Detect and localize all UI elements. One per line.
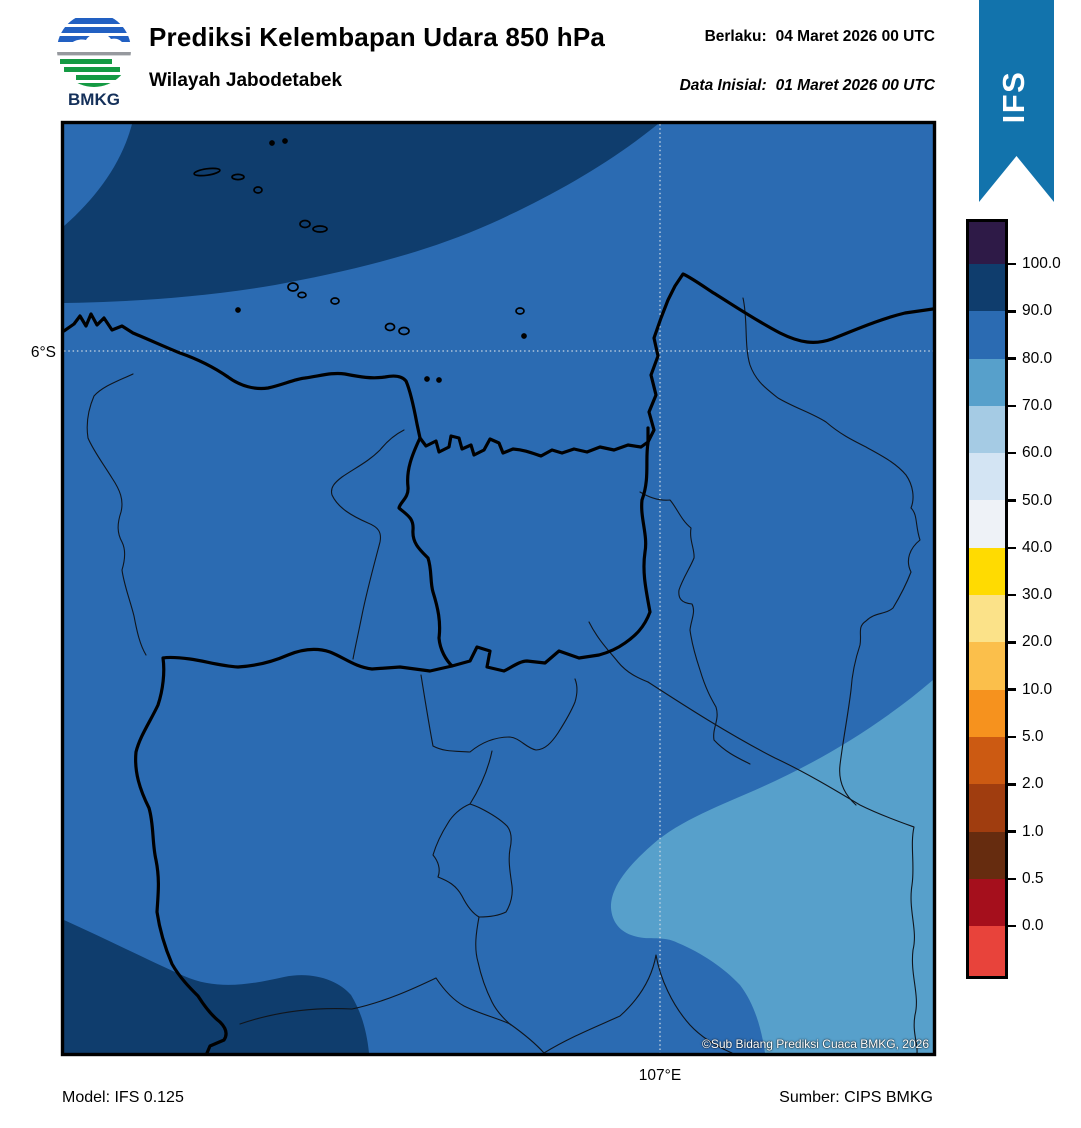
colorbar-tick-label: 1.0 [1022,822,1044,840]
colorbar-tick-label: 70.0 [1022,396,1053,414]
islands [193,138,527,383]
colorbar-tick [1006,357,1016,360]
boundary-banten-jabar [134,647,454,1053]
ribbon-shape [979,0,1054,202]
model-ribbon: IFS [979,0,1054,202]
colorbar-segment [969,358,1005,406]
humidity-fill-southeast-low [610,680,933,1053]
colorbar-segment [969,453,1005,501]
colorbar-tick-label: 2.0 [1022,775,1044,793]
lat-axis-label: 6°S [31,344,56,361]
colorbar-segment [969,405,1005,454]
colorbar-tick-label: 40.0 [1022,538,1053,556]
colorbar-segment [969,736,1005,785]
colorbar-scale: 100.0 90.0 80.0 70.0 60.0 50.0 40.0 30.0 20.0 10.… [966,219,1061,979]
colorbar-tick [1006,262,1016,266]
colorbar-tick [1006,310,1016,313]
ribbon-label: IFS [996,71,1031,124]
colorbar-tick [1006,783,1016,786]
colorbar-segment [969,831,1005,879]
valid-time-value: 04 Maret 2026 00 UTC [775,28,935,45]
gridlines [64,124,933,1053]
colorbar-segment [969,264,1005,312]
colorbar-tick-label: 0.5 [1022,869,1044,887]
colorbar-tick-label: 20.0 [1022,633,1053,651]
page-subtitle: Wilayah Jabodetabek [149,70,343,91]
colorbar-tick-label: 60.0 [1022,444,1053,462]
colorbar-tick [1006,499,1016,502]
humidity-fill-southwest-high [64,920,369,1053]
colorbar-segment [969,926,1005,977]
colorbar-tick [1006,593,1016,597]
colorbar-segment [969,595,1005,643]
colorbar-tick-label: 50.0 [1022,491,1053,509]
colorbar-tick-label: 80.0 [1022,349,1053,367]
colorbar-tick-label: 10.0 [1022,680,1053,698]
colorbar-tick [1006,546,1016,550]
colorbar-segment [969,642,1005,690]
logo-globe-icon [57,18,131,87]
page-title: Prediksi Kelembapan Udara 850 hPa [149,22,606,52]
colorbar-tick-label: 5.0 [1022,728,1044,745]
colorbar-tick [1006,877,1016,881]
colorbar-tick [1006,830,1016,833]
colorbar-segments [969,222,1005,977]
colorbar-tick [1006,451,1016,455]
initial-time-label: Data Inisial: [679,77,767,94]
colorbar-segment [969,878,1005,927]
colorbar-segment [969,547,1005,596]
colorbar-tick [1006,924,1016,928]
initial-time-line: Data Inisial: 01 Maret 2026 00 UTC [595,77,935,95]
colorbar-segment [969,689,1005,737]
colorbar-segment [969,784,1005,832]
colorbar-segment [969,311,1005,359]
copyright-text: ©Sub Bidang Prediksi Cuaca BMKG, 2026 [702,1037,929,1051]
colorbar-tick [1006,641,1016,644]
model-caption: Model: IFS 0.125 [62,1089,184,1106]
humidity-fill-corner-patch [64,124,132,226]
colorbar-tick-label: 90.0 [1022,302,1053,320]
colorbar-segment [969,222,1005,264]
logo-text: BMKG [68,90,120,109]
coastline [64,272,933,458]
colorbar-segment [969,500,1005,548]
district-boundaries [86,297,921,1053]
source-caption: Sumber: CIPS BMKG [779,1089,933,1106]
colorbar-tick-label: 0.0 [1022,917,1044,935]
colorbar-tick-label: 30.0 [1022,586,1053,604]
lon-axis-label: 107°E [639,1067,681,1084]
colorbar-tick [1006,404,1016,408]
colorbar-tick [1006,735,1016,739]
initial-time-value: 01 Maret 2026 00 UTC [775,77,935,94]
province-boundaries [134,426,652,1053]
colorbar-tick [1006,688,1016,691]
bmkg-logo: BMKG [57,13,131,109]
map-border [60,120,937,1057]
colorbar-tick-label: 100.0 [1022,255,1061,272]
valid-time-label: Berlaku: [704,28,767,45]
valid-time-line: Berlaku: 04 Maret 2026 00 UTC [595,28,935,46]
